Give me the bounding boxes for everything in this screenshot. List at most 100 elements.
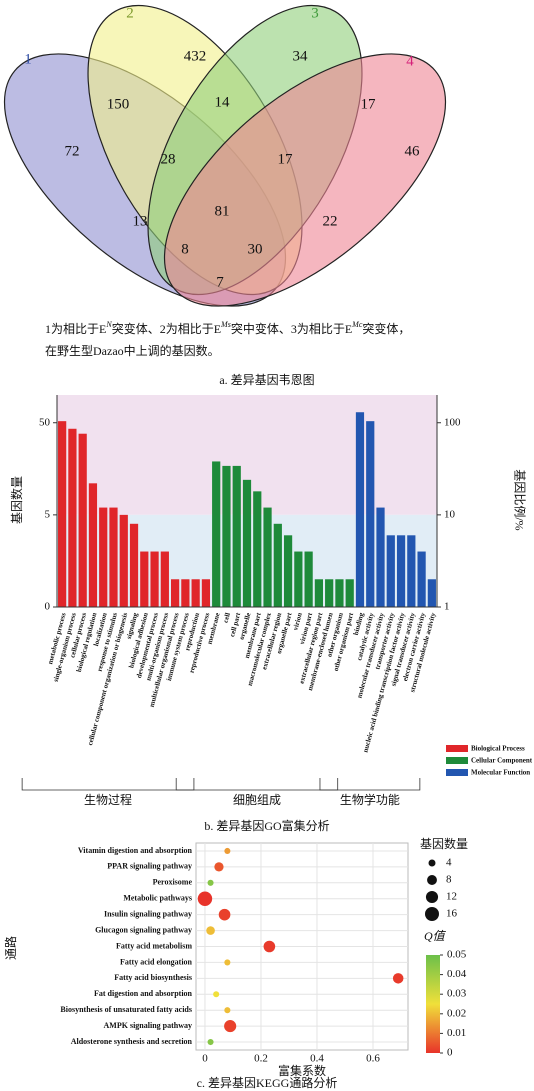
size-legend-label: 16 (446, 908, 458, 920)
bubble (218, 908, 231, 921)
y2-tick-label: 100 (444, 416, 461, 428)
bar (88, 483, 98, 607)
bar (212, 461, 221, 607)
y-tick-label: 50 (39, 416, 51, 428)
colorbar-label: 0 (447, 1047, 453, 1059)
bar (181, 579, 190, 607)
group-bracket (21, 778, 195, 791)
region-count: 34 (293, 48, 309, 64)
y2-axis-title: 基因比例/% (512, 469, 526, 530)
legend-swatch (446, 757, 468, 764)
size-legend-label: 8 (446, 874, 452, 886)
y-tick-label: Peroxisome (153, 878, 193, 887)
bar (129, 523, 139, 607)
size-legend-label: 4 (446, 857, 452, 869)
bubble (224, 959, 231, 966)
bar (242, 479, 252, 607)
y-tick-label: 0 (45, 601, 51, 613)
colorbar-label: 0.01 (447, 1027, 466, 1039)
caption: c. 差异基因KEGG通路分析 (197, 1075, 338, 1090)
y-axis-title: 通路 (3, 936, 18, 960)
x-tick-label: cell (222, 612, 232, 624)
note-superscript: Mc (351, 320, 363, 329)
bubble (207, 879, 214, 886)
bar (171, 579, 180, 607)
x-tick-label: 0.4 (310, 1053, 324, 1065)
set-ellipse (163, 53, 447, 307)
legend-swatch (446, 769, 468, 776)
bubble (224, 1020, 237, 1033)
y2-tick-label: 10 (444, 508, 456, 520)
set-label: 4 (406, 53, 414, 69)
y-tick-label: Fatty acid metabolism (116, 941, 192, 950)
note-text: 突中变体、3为相比于E (231, 321, 352, 336)
bar (201, 579, 211, 607)
legend-label: Biological Process (471, 745, 525, 753)
y-tick-label: Metabolic pathways (123, 894, 192, 903)
bubble (214, 862, 224, 872)
size-legend-dot (425, 890, 439, 904)
size-legend-dot (428, 859, 436, 867)
colorbar-label: 0.02 (447, 1007, 466, 1019)
bubble (263, 940, 276, 953)
x-tick-label: 0.6 (366, 1053, 380, 1065)
region-count: 14 (215, 94, 231, 110)
bar (109, 507, 118, 607)
bar (58, 421, 67, 607)
bar (386, 535, 395, 607)
size-legend-dot (425, 907, 439, 921)
bubble (207, 1039, 214, 1046)
bar (99, 507, 108, 607)
note-superscript: Ms (220, 320, 231, 329)
set-label: 2 (126, 5, 134, 21)
bar (140, 551, 149, 607)
bar (355, 412, 365, 607)
group-label: 生物学功能 (340, 792, 400, 807)
size-legend-dot (427, 875, 437, 885)
bar (150, 551, 159, 607)
region-count: 13 (133, 213, 148, 229)
region-count: 17 (278, 151, 294, 167)
set-label: 1 (24, 51, 32, 67)
region-count: 30 (248, 241, 263, 257)
y-tick-label: Aldosterone synthesis and secretion (71, 1037, 193, 1046)
note-text: 突变体， (362, 321, 410, 336)
bar (160, 551, 169, 607)
y-tick-label: Fatty acid biosynthesis (114, 973, 192, 982)
bubble (213, 991, 220, 998)
colorbar-label: 0.05 (447, 949, 467, 961)
y-axis-title: 基因数量 (9, 476, 24, 524)
bar (407, 535, 416, 607)
bubble (224, 1007, 231, 1014)
bar (191, 579, 200, 607)
bar (427, 579, 436, 607)
bar (222, 465, 231, 607)
bar (283, 535, 293, 607)
region-count: 22 (323, 213, 338, 229)
bubble (206, 926, 215, 935)
x-axis-title: 富集系数 (278, 1063, 326, 1078)
venn-note: 在野生型Dazao中上调的基因数。 (45, 343, 220, 358)
bar (325, 579, 334, 607)
bubble (197, 891, 213, 906)
group-label: 生物过程 (84, 792, 132, 807)
bar (366, 421, 375, 607)
legend-label: Molecular Function (471, 769, 530, 777)
note-text: 1为相比于E (45, 322, 106, 336)
bubble (392, 973, 404, 984)
bar (263, 507, 272, 607)
legend-swatch (446, 745, 468, 752)
y-tick-label: Fatty acid elongation (120, 957, 193, 966)
bar (376, 507, 385, 607)
bar (78, 433, 87, 607)
region-count: 150 (107, 96, 130, 112)
bar (396, 535, 406, 607)
bar (119, 514, 128, 607)
bar (294, 551, 303, 607)
y-tick-label: Glucagon signaling pathway (95, 925, 192, 934)
bar (304, 551, 313, 607)
y-tick-label: 5 (45, 508, 51, 520)
caption: b. 差异基因GO富集分析 (204, 818, 329, 833)
note-superscript: N (105, 320, 112, 329)
